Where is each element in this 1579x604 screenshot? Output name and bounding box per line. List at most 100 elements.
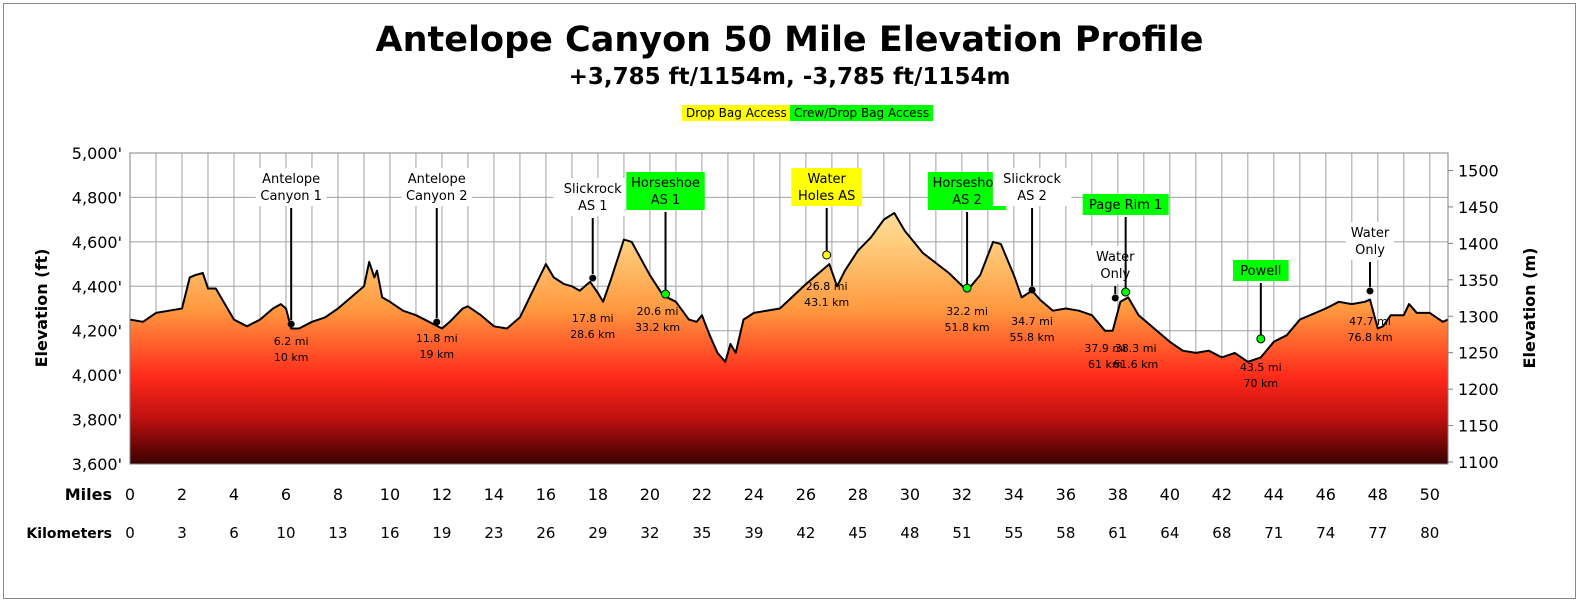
annotation-distance-km: 19 km <box>419 348 454 361</box>
annotation-label-box <box>1091 246 1140 284</box>
annotation-distance-mi: 26.8 mi <box>806 280 848 293</box>
y-axis-label: Elevation (ft) <box>32 249 51 368</box>
y-tick-label: 4,400' <box>72 277 122 296</box>
x-tick-label-miles: 16 <box>536 485 556 504</box>
chart-frame <box>3 3 1576 599</box>
annotation-label: Only <box>1355 243 1385 258</box>
aid-station-marker <box>433 318 441 326</box>
annotation-distance-km: 61 km <box>1088 358 1123 371</box>
x-tick-label-km: 61 <box>1108 524 1127 542</box>
x-tick-label-km: 45 <box>848 524 867 542</box>
x-tick-label-miles: 48 <box>1368 485 1388 504</box>
annotation-distance-mi: 47.7 mi <box>1349 315 1391 328</box>
x-tick-label-km: 77 <box>1368 524 1387 542</box>
legend-drop-bag: Drop Bag Access <box>682 105 791 121</box>
annotation-label: Slickrock <box>564 182 622 197</box>
annotation-distance-mi: 32.2 mi <box>946 305 988 318</box>
y-right-tick-label: 1450 <box>1458 198 1499 217</box>
x-tick-label-km: 64 <box>1160 524 1179 542</box>
x-tick-label-miles: 28 <box>848 485 868 504</box>
annotation-distance-km: 28.6 km <box>570 328 615 341</box>
legend-crew-drop-bag: Crew/Drop Bag Access <box>790 105 934 121</box>
x-tick-label-miles: 38 <box>1108 485 1128 504</box>
x-tick-label-km: 55 <box>1004 524 1023 542</box>
x-tick-label-miles: 14 <box>484 485 504 504</box>
annotation-label-box <box>1346 222 1395 260</box>
y-tick-label: 4,000' <box>72 366 122 385</box>
annotation-label-box <box>401 168 473 206</box>
annotation-distance-km: 76.8 km <box>1347 331 1392 344</box>
annotation-distance-mi: 34.7 mi <box>1011 315 1053 328</box>
annotation-label: Slickrock <box>1003 172 1061 187</box>
annotation-label-box <box>626 172 705 210</box>
x-tick-label-miles: 18 <box>588 485 608 504</box>
y-right-tick-label: 1350 <box>1458 271 1499 290</box>
x-tick-label-km: 6 <box>229 524 239 542</box>
x-tick-label-km: 10 <box>276 524 295 542</box>
x-tick-label-miles: 10 <box>380 485 400 504</box>
x-tick-label-miles: 8 <box>333 485 343 504</box>
x-tick-label-miles: 12 <box>432 485 452 504</box>
x-axis-label-miles: Miles <box>65 485 112 504</box>
annotation-distance-km: 10 km <box>274 351 309 364</box>
elevation-area <box>130 213 1448 464</box>
x-tick-label-km: 32 <box>640 524 659 542</box>
x-tick-label-km: 39 <box>744 524 763 542</box>
annotation-label-box <box>1082 194 1169 215</box>
x-axis-label-km: Kilometers <box>26 526 112 542</box>
y-tick-label: 5,000' <box>72 144 122 163</box>
aid-station-marker <box>962 283 972 293</box>
annotation-distance-mi: 43.5 mi <box>1240 361 1282 374</box>
annotation-label: Antelope <box>262 172 320 187</box>
annotation-distance-mi: 37.9 mi <box>1084 342 1126 355</box>
x-tick-label-miles: 24 <box>744 485 764 504</box>
aid-station-marker <box>661 289 671 299</box>
aid-station-marker <box>1121 287 1131 297</box>
annotation-label: Canyon 1 <box>260 189 322 204</box>
annotation-distance-mi: 11.8 mi <box>416 332 458 345</box>
annotation-label: Horseshoe <box>933 176 1002 191</box>
x-tick-label-miles: 22 <box>692 485 712 504</box>
x-tick-label-miles: 36 <box>1056 485 1076 504</box>
annotation-label-box <box>992 168 1072 206</box>
chart-subtitle: +3,785 ft/1154m, -3,785 ft/1154m <box>568 64 1011 90</box>
aid-station-marker <box>1256 334 1266 344</box>
x-tick-label-miles: 46 <box>1316 485 1336 504</box>
annotation-label: AS 2 <box>1017 189 1047 204</box>
annotation-label-box <box>791 168 863 206</box>
x-tick-label-miles: 50 <box>1420 485 1440 504</box>
y-tick-label: 4,200' <box>72 322 122 341</box>
x-tick-label-miles: 4 <box>229 485 239 504</box>
annotation-distance-mi: 6.2 mi <box>274 335 309 348</box>
x-tick-label-km: 3 <box>177 524 187 542</box>
annotation-label: Horseshoe <box>631 176 700 191</box>
annotation-distance-km: 33.2 km <box>635 321 680 334</box>
x-tick-label-km: 71 <box>1264 524 1283 542</box>
annotation-distance-mi: 20.6 mi <box>637 305 679 318</box>
annotation-label: AS 1 <box>578 199 608 214</box>
aid-station-marker <box>1111 294 1119 302</box>
y-right-axis-label: Elevation (m) <box>1520 248 1539 369</box>
x-tick-label-km: 58 <box>1056 524 1075 542</box>
x-tick-label-km: 23 <box>484 524 503 542</box>
y-tick-label: 4,600' <box>72 233 122 252</box>
x-tick-label-km: 68 <box>1212 524 1231 542</box>
x-tick-label-km: 19 <box>432 524 451 542</box>
annotation-label: Holes AS <box>798 189 855 204</box>
y-right-tick-label: 1400 <box>1458 234 1499 253</box>
y-right-tick-label: 1150 <box>1458 417 1499 436</box>
aid-station-marker <box>1366 287 1374 295</box>
x-tick-label-miles: 34 <box>1004 485 1024 504</box>
y-right-tick-label: 1500 <box>1458 161 1499 180</box>
aid-station-marker <box>287 320 295 328</box>
annotation-label: Water <box>1096 250 1135 265</box>
annotation-label-box <box>553 178 632 216</box>
x-tick-label-km: 35 <box>692 524 711 542</box>
x-tick-label-miles: 30 <box>900 485 920 504</box>
x-tick-label-km: 16 <box>380 524 399 542</box>
annotation-label: AS 1 <box>651 193 681 208</box>
x-tick-label-km: 26 <box>536 524 555 542</box>
y-tick-label: 3,800' <box>72 411 122 430</box>
